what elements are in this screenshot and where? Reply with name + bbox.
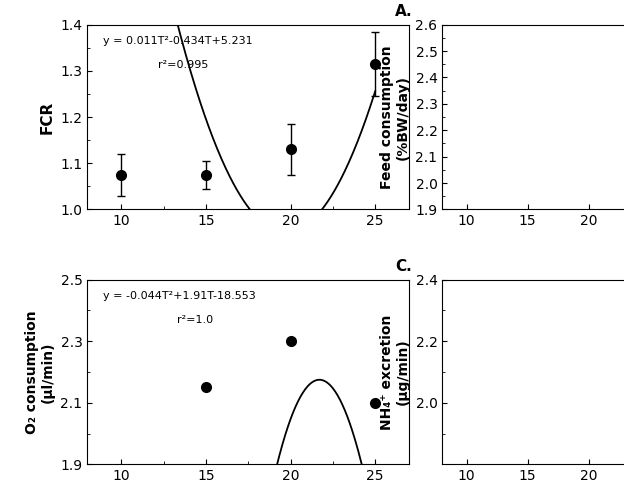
- Text: r²=1.0: r²=1.0: [177, 315, 213, 325]
- Y-axis label: FCR: FCR: [40, 100, 55, 134]
- Y-axis label: Feed consumption
(%BW/day): Feed consumption (%BW/day): [379, 45, 410, 189]
- Text: r²=0.995: r²=0.995: [158, 60, 208, 70]
- Text: y = -0.044T²+1.91T-18.553: y = -0.044T²+1.91T-18.553: [104, 290, 256, 301]
- Y-axis label: NH₄⁺ excretion
(μg/min): NH₄⁺ excretion (μg/min): [380, 314, 410, 430]
- Text: C.: C.: [396, 259, 412, 274]
- Text: y = 0.011T²-0.434T+5.231: y = 0.011T²-0.434T+5.231: [104, 36, 253, 46]
- Text: A.: A.: [394, 4, 412, 19]
- Y-axis label: O₂ consumption
(μl/min): O₂ consumption (μl/min): [24, 310, 55, 434]
